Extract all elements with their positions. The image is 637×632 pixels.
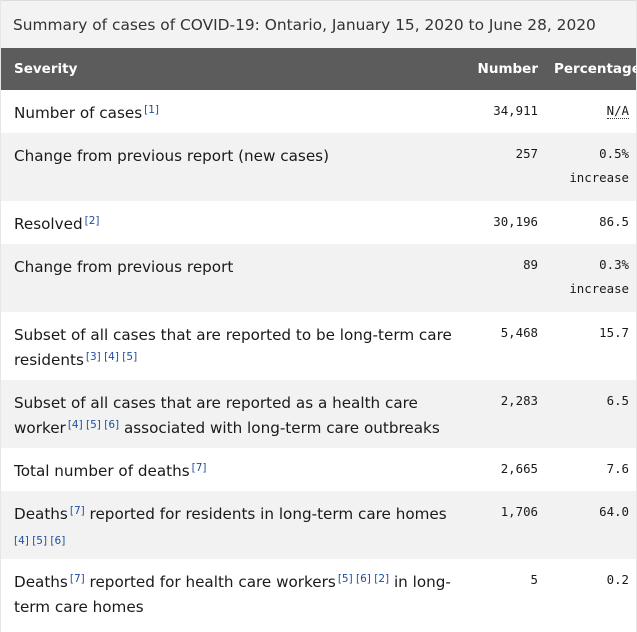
- number-cell: 5,468: [500, 325, 538, 340]
- footnote-link[interactable]: [7]: [69, 505, 85, 517]
- severity-label: Deaths: [14, 573, 68, 591]
- table-header-row: Severity Number Percentage: [1, 48, 637, 90]
- header-severity: Severity: [1, 48, 468, 90]
- table-row: Resolved [2] 30,196 86.5: [1, 201, 636, 244]
- severity-label: Total number of deaths: [14, 462, 190, 480]
- table-row: Change from previous report (new cases) …: [1, 133, 636, 201]
- severity-cell: Deaths [7] reported for residents in long…: [1, 491, 468, 559]
- percentage-note: increase: [569, 281, 629, 296]
- percentage-cell: 64.0: [599, 504, 629, 519]
- header-number: Number: [468, 48, 546, 90]
- percentage-cell: 7.6: [606, 461, 629, 476]
- severity-cell: Deaths [7] reported for health care worke…: [1, 559, 468, 632]
- number-cell: 89: [523, 257, 538, 272]
- percentage-value: 0.5%: [599, 146, 629, 161]
- summary-table: Severity Number Percentage Number of cas…: [1, 48, 637, 632]
- percentage-cell: 0.3% increase: [546, 244, 636, 312]
- table-row: Subset of all cases that are reported as…: [1, 380, 636, 448]
- percentage-cell: 6.5: [606, 393, 629, 408]
- number-cell: 34,911: [493, 103, 538, 118]
- footnote-link[interactable]: [4] [5] [6]: [67, 419, 120, 431]
- footnote-link[interactable]: [7]: [69, 573, 85, 585]
- severity-label: Number of cases: [14, 104, 143, 122]
- footnote-link[interactable]: [7]: [191, 462, 207, 474]
- severity-label: Subset of all cases that are reported to…: [14, 326, 452, 369]
- table-row: Number of cases [1] 34,911 N/A: [1, 90, 636, 133]
- percentage-cell: N/A: [546, 90, 636, 133]
- severity-label: Deaths: [14, 505, 68, 523]
- table-row: Total number of deaths [7] 2,665 7.6: [1, 448, 636, 491]
- number-cell: 257: [515, 146, 538, 161]
- severity-label-cont: reported for health care workers: [89, 573, 336, 591]
- footnote-link[interactable]: [4] [5] [6]: [14, 535, 66, 547]
- severity-cell: Subset of all cases that are reported as…: [1, 380, 468, 448]
- severity-label: Subset of all cases that are reported as…: [14, 394, 418, 437]
- severity-cell: Change from previous report (new cases): [14, 147, 330, 165]
- severity-label: Resolved: [14, 215, 83, 233]
- number-cell: 30,196: [493, 214, 538, 229]
- number-cell: 1,706: [500, 504, 538, 519]
- footnote-link[interactable]: [1]: [144, 104, 160, 116]
- severity-cell: Number of cases [1]: [1, 90, 468, 133]
- number-cell: 2,665: [500, 461, 538, 476]
- percentage-note: increase: [569, 170, 629, 185]
- table-row: Deaths [7] reported for health care worke…: [1, 559, 636, 632]
- table-caption: Summary of cases of COVID-19: Ontario, J…: [1, 0, 636, 48]
- table-row: Change from previous report 89 0.3% incre…: [1, 244, 636, 312]
- number-cell: 5: [530, 572, 538, 587]
- severity-cell: Total number of deaths [7]: [1, 448, 468, 491]
- severity-cell: Resolved [2]: [1, 201, 468, 244]
- table-row: Subset of all cases that are reported to…: [1, 312, 636, 380]
- percentage-value: 0.3%: [599, 257, 629, 272]
- footnote-link[interactable]: [3] [4] [5]: [85, 351, 138, 363]
- not-applicable-abbr: N/A: [606, 103, 629, 119]
- severity-cell: Subset of all cases that are reported to…: [1, 312, 468, 380]
- severity-label-cont: reported for residents in long-term care…: [89, 505, 447, 523]
- percentage-cell: 0.5% increase: [546, 133, 636, 201]
- number-cell: 2,283: [500, 393, 538, 408]
- percentage-cell: 0.2: [606, 572, 629, 587]
- percentage-cell: 86.5: [599, 214, 629, 229]
- percentage-cell: 15.7: [599, 325, 629, 340]
- header-percentage: Percentage: [546, 48, 637, 90]
- severity-cell: Change from previous report: [14, 258, 234, 276]
- severity-label-cont: associated with long-term care outbreaks: [123, 419, 440, 437]
- table-row: Deaths [7] reported for residents in long…: [1, 491, 636, 559]
- severity-label-cont: in long-term care homes: [14, 573, 451, 616]
- footnote-link[interactable]: [2]: [84, 215, 100, 227]
- footnote-link[interactable]: [5] [6] [2]: [337, 573, 390, 585]
